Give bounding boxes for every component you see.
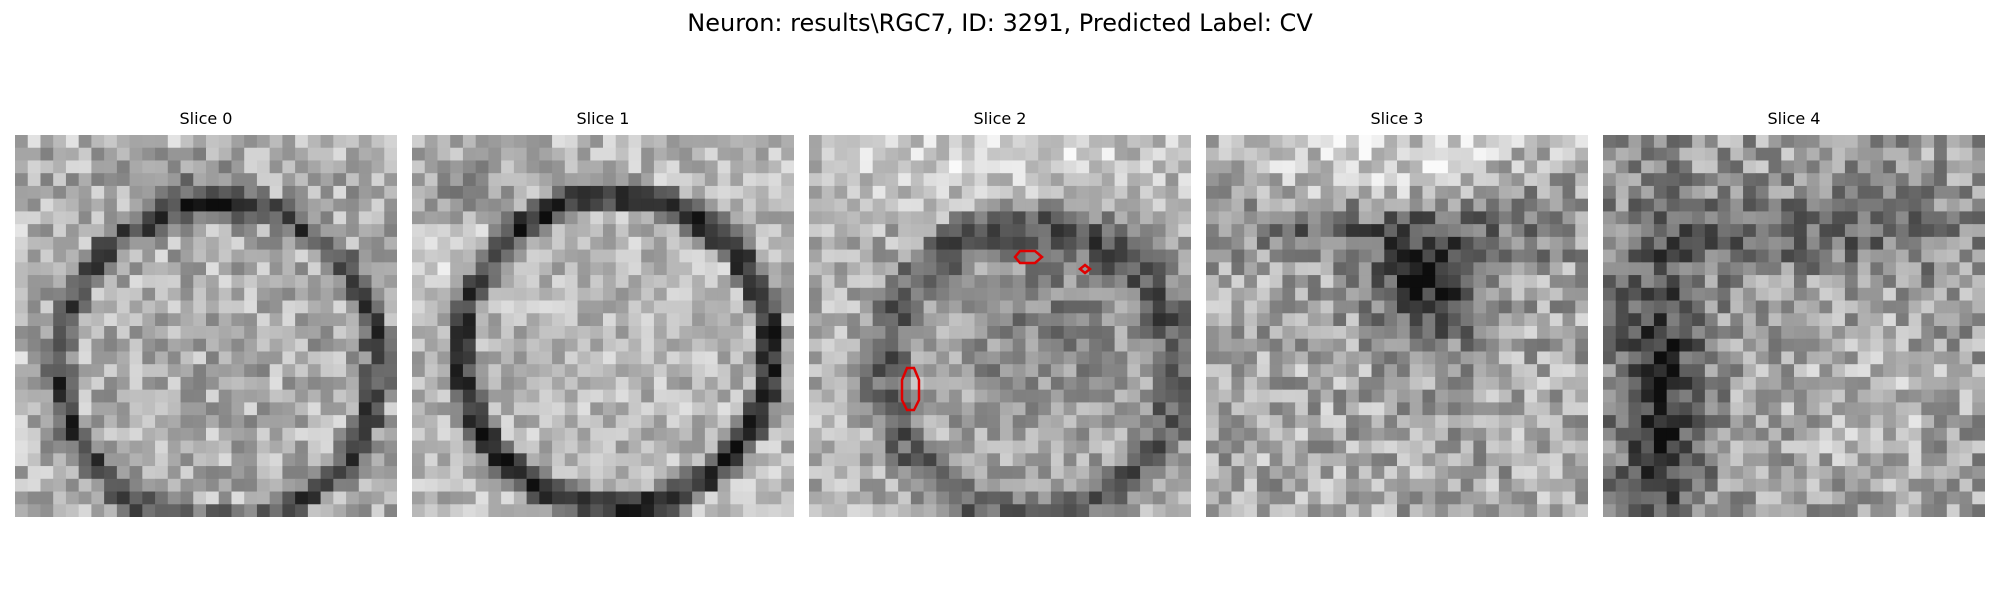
slice-image [1603,135,1985,517]
slice-image [1206,135,1588,517]
slice-panel-2: Slice 2 [809,108,1191,528]
detection-marker [1077,263,1093,275]
slice-title: Slice 4 [1767,109,1821,128]
slice-image [15,135,397,517]
slice-image [412,135,794,517]
slice-title: Slice 2 [973,109,1027,128]
detection-marker [1013,249,1044,265]
slice-title: Slice 3 [1370,109,1424,128]
slice-panel-1: Slice 1 [412,108,794,528]
slice-panel-3: Slice 3 [1206,108,1588,528]
slice-title: Slice 0 [179,109,233,128]
slice-panel-0: Slice 0 [15,108,397,528]
slice-title: Slice 1 [576,109,630,128]
slice-panels: Slice 0 Slice 1 Slice 2 Slice 3 Slice 4 [15,108,1988,528]
slice-image [809,135,1191,517]
figure-title: Neuron: results\RGC7, ID: 3291, Predicte… [687,9,1313,37]
slice-panel-4: Slice 4 [1603,108,1985,528]
detection-marker [900,366,921,412]
